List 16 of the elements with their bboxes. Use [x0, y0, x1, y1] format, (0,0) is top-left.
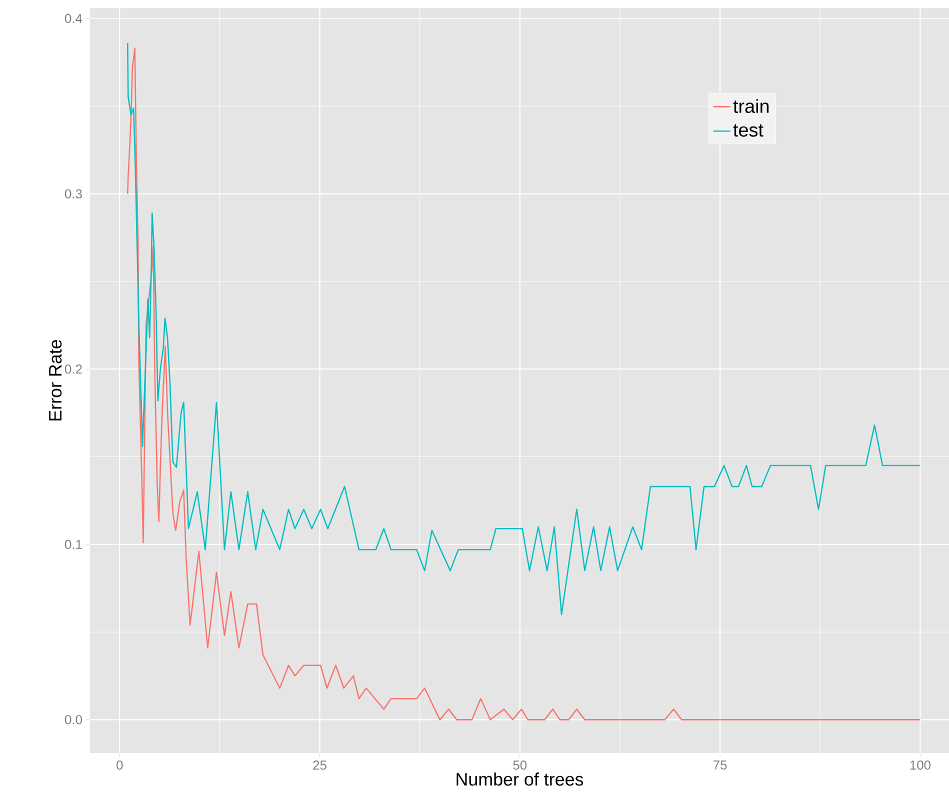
x-tick-label: 50 — [513, 760, 527, 770]
x-tick-label: 0 — [116, 760, 123, 770]
x-tick-label: 75 — [714, 760, 727, 770]
y-tick-label: 0.2 — [64, 364, 82, 374]
y-axis-title: Error Rate — [49, 340, 62, 420]
x-tick-label: 100 — [910, 760, 930, 770]
y-tick-label: 0.3 — [64, 189, 82, 198]
line-series — [126, 48, 921, 720]
legend-label: test — [733, 124, 764, 137]
x-axis-title: Number of trees — [456, 772, 584, 786]
y-tick-label: 0.4 — [64, 14, 82, 24]
x-tick-label: 25 — [313, 760, 326, 770]
y-tick-label: 0.1 — [64, 540, 82, 549]
line-series — [126, 42, 921, 616]
y-tick-label: 0.0 — [64, 715, 82, 724]
legend-label: train — [733, 99, 769, 113]
